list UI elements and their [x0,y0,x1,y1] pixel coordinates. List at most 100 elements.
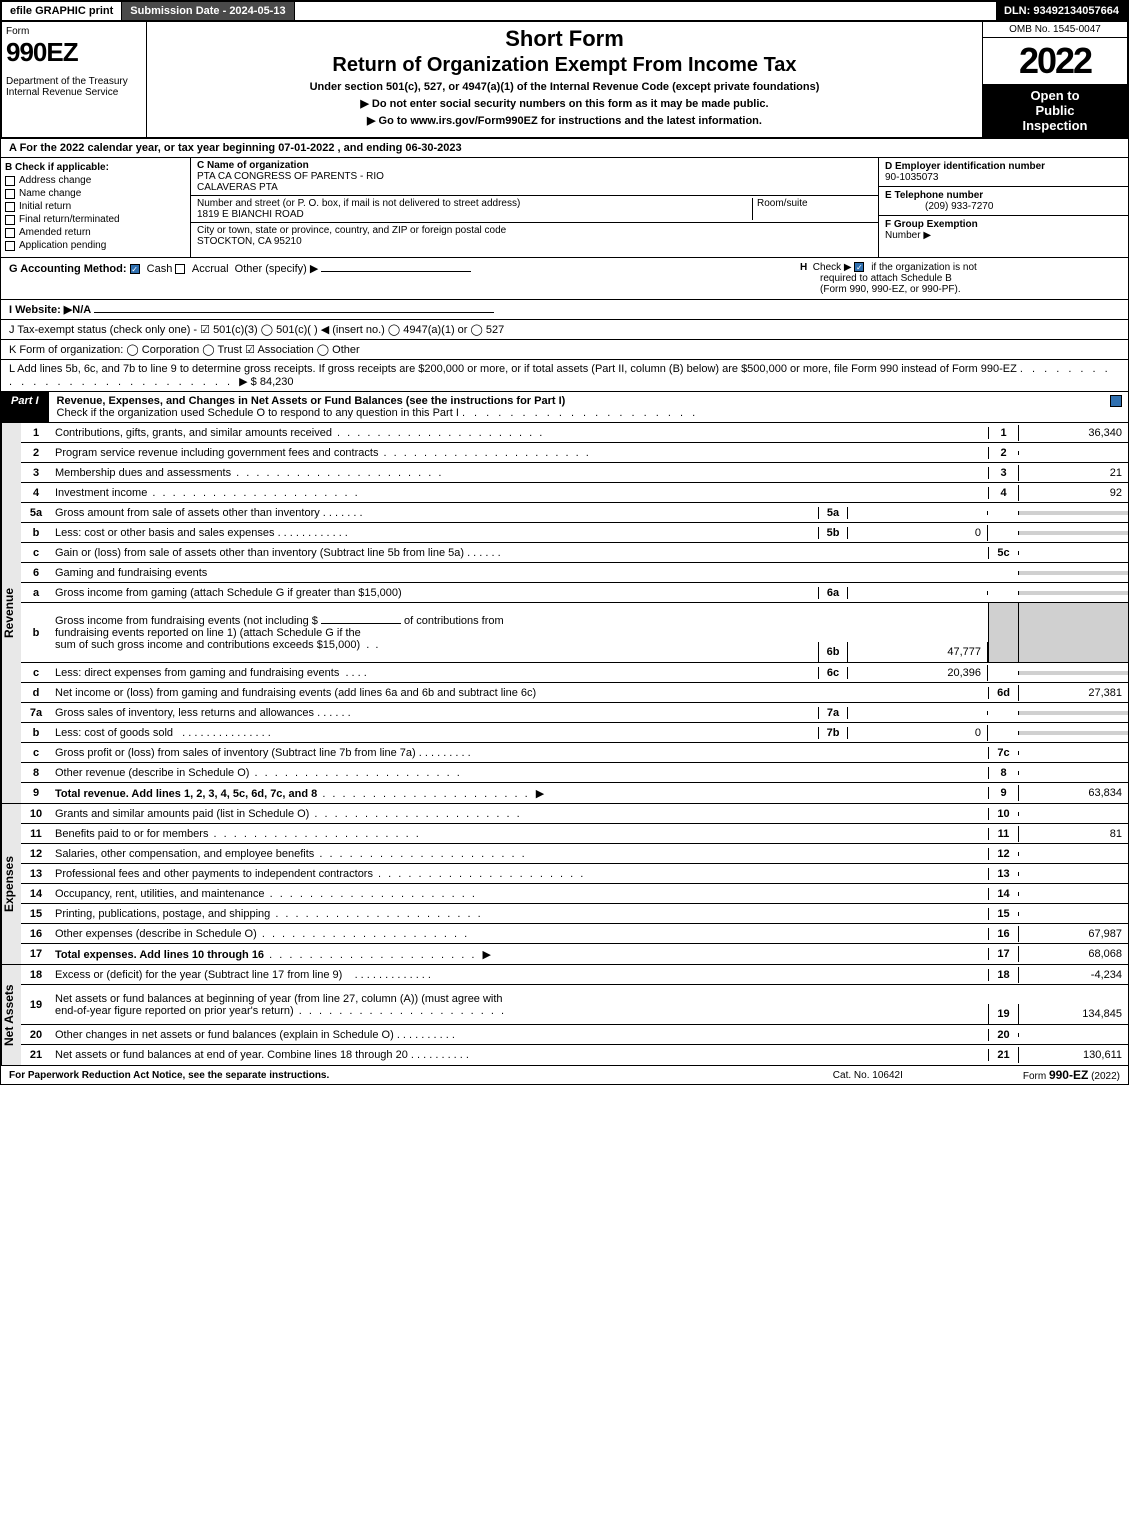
title-col: Short Form Return of Organization Exempt… [147,22,982,137]
r14-val [1018,892,1128,896]
r15-desc: Printing, publications, postage, and shi… [55,908,270,920]
r12-desc: Salaries, other compensation, and employ… [55,848,314,860]
row-12: 12Salaries, other compensation, and empl… [21,844,1128,864]
r7a-sv [848,711,988,715]
form-ref: Form 990-EZ (2022) [1023,1068,1120,1082]
info-block: B Check if applicable: Address change Na… [0,158,1129,258]
r6a-desc: Gross income from gaming (attach Schedul… [51,585,818,601]
efile-label[interactable]: efile GRAPHIC print [2,2,122,20]
row-20: 20Other changes in net assets or fund ba… [21,1025,1128,1045]
org-name-2: CALAVERAS PTA [197,182,278,193]
r19-val: 134,845 [1018,1004,1128,1024]
r21-desc: Net assets or fund balances at end of ye… [55,1049,408,1061]
r7c-desc: Gross profit or (loss) from sales of inv… [55,747,416,759]
f-label: F Group Exemption [885,219,978,230]
row-6b: b Gross income from fundraising events (… [21,603,1128,663]
website-label: I Website: ▶N/A [9,304,91,316]
street-addr: 1819 E BIANCHI ROAD [197,209,304,220]
goto-link[interactable]: ▶ Go to www.irs.gov/Form990EZ for instru… [155,114,974,127]
h-text3: required to attach Schedule B [800,273,952,284]
part1-checkbox[interactable] [1110,395,1122,407]
checkbox-cash[interactable] [130,264,140,274]
year-col: OMB No. 1545-0047 2022 Open to Public In… [982,22,1127,137]
row-1: 1Contributions, gifts, grants, and simil… [21,423,1128,443]
city-value: STOCKTON, CA 95210 [197,236,302,247]
checkbox-amended[interactable] [5,228,15,238]
row-10: 10Grants and similar amounts paid (list … [21,804,1128,824]
section-b: B Check if applicable: Address change Na… [1,158,191,257]
org-name-1: PTA CA CONGRESS OF PARENTS - RIO [197,171,384,182]
return-title: Return of Organization Exempt From Incom… [155,54,974,77]
pending-label: Application pending [19,240,106,251]
f-label2: Number ▶ [885,230,931,241]
form-label: Form [6,26,142,37]
r1-val: 36,340 [1018,425,1128,441]
amended-label: Amended return [19,227,91,238]
section-def: D Employer identification number 90-1035… [878,158,1128,257]
r4-val: 92 [1018,485,1128,501]
r6-desc: Gaming and fundraising events [51,565,988,581]
r18-desc: Excess or (deficit) for the year (Subtra… [55,969,342,981]
r1-desc: Contributions, gifts, grants, and simila… [55,427,332,439]
expenses-label: Expenses [1,804,21,964]
checkbox-addr-change[interactable] [5,176,15,186]
row-8: 8Other revenue (describe in Schedule O)8 [21,763,1128,783]
subtitle: Under section 501(c), 527, or 4947(a)(1)… [155,81,974,93]
checkbox-name-change[interactable] [5,189,15,199]
r6d-val: 27,381 [1018,685,1128,701]
row-6: 6Gaming and fundraising events [21,563,1128,583]
checkbox-final[interactable] [5,215,15,225]
ein-value: 90-1035073 [885,172,938,183]
phone-value: (209) 933-7270 [885,201,993,212]
row-5c: cGain or (loss) from sale of assets othe… [21,543,1128,563]
r17-val: 68,068 [1018,946,1128,962]
r21-val: 130,611 [1018,1047,1128,1063]
other-label: Other (specify) ▶ [235,263,319,275]
r5a-sv [848,511,988,515]
h-col: H Check ▶ if the organization is not req… [800,262,1120,295]
top-bar: efile GRAPHIC print Submission Date - 20… [0,0,1129,22]
r9-val: 63,834 [1018,785,1128,801]
irs-label: Internal Revenue Service [6,87,142,98]
row-5a: 5aGross amount from sale of assets other… [21,503,1128,523]
footer: For Paperwork Reduction Act Notice, see … [0,1066,1129,1085]
open-line3: Inspection [987,118,1123,133]
checkbox-accrual[interactable] [175,264,185,274]
row-7a: 7aGross sales of inventory, less returns… [21,703,1128,723]
footer-notice: For Paperwork Reduction Act Notice, see … [9,1070,329,1081]
r10-val [1018,812,1128,816]
r6b-desc: Gross income from fundraising events (no… [51,613,818,653]
r6a-sv [848,591,988,595]
r8-desc: Other revenue (describe in Schedule O) [55,767,249,779]
form-id-col: Form 990EZ Department of the Treasury In… [2,22,147,137]
addr-label: Number and street (or P. O. box, if mail… [197,198,520,209]
part1-header: Part I Revenue, Expenses, and Changes in… [0,392,1129,423]
r11-val: 81 [1018,826,1128,842]
row-6c: cLess: direct expenses from gaming and f… [21,663,1128,683]
r8-val [1018,771,1128,775]
h-text1: Check ▶ [813,262,852,273]
row-13: 13Professional fees and other payments t… [21,864,1128,884]
revenue-label: Revenue [1,423,21,803]
checkbox-pending[interactable] [5,241,15,251]
final-label: Final return/terminated [19,214,120,225]
row-21: 21Net assets or fund balances at end of … [21,1045,1128,1065]
tax-year: 2022 [983,38,1127,84]
part1-subtitle: Check if the organization used Schedule … [57,407,459,419]
cat-no: Cat. No. 10642I [833,1070,903,1081]
e-label: E Telephone number [885,190,983,201]
checkbox-h[interactable] [854,262,864,272]
line-l: L Add lines 5b, 6c, and 7b to line 9 to … [0,360,1129,392]
row-6d: dNet income or (loss) from gaming and fu… [21,683,1128,703]
part1-title-text: Revenue, Expenses, and Changes in Net As… [57,395,566,407]
r5c-val [1018,551,1128,555]
accrual-label: Accrual [192,263,229,275]
r5b-desc: Less: cost or other basis and sales expe… [55,527,275,539]
checkbox-initial[interactable] [5,202,15,212]
r7b-sv: 0 [848,725,988,741]
row-17: 17Total expenses. Add lines 10 through 1… [21,944,1128,964]
netassets-label: Net Assets [1,965,21,1065]
name-change-label: Name change [19,188,81,199]
expenses-table: Expenses 10Grants and similar amounts pa… [0,804,1129,965]
open-line1: Open to [987,88,1123,103]
